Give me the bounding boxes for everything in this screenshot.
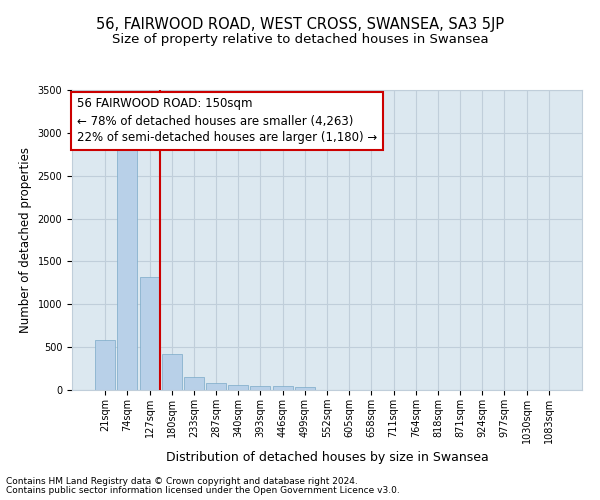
Text: 56, FAIRWOOD ROAD, WEST CROSS, SWANSEA, SA3 5JP: 56, FAIRWOOD ROAD, WEST CROSS, SWANSEA, … — [96, 18, 504, 32]
Bar — [162, 354, 182, 390]
Bar — [95, 340, 115, 390]
Bar — [140, 277, 160, 390]
Bar — [206, 383, 226, 390]
Text: Contains HM Land Registry data © Crown copyright and database right 2024.: Contains HM Land Registry data © Crown c… — [6, 477, 358, 486]
Bar — [250, 386, 271, 390]
Bar — [228, 386, 248, 390]
X-axis label: Distribution of detached houses by size in Swansea: Distribution of detached houses by size … — [166, 451, 488, 464]
Bar — [272, 386, 293, 390]
Bar — [118, 140, 137, 390]
Text: Size of property relative to detached houses in Swansea: Size of property relative to detached ho… — [112, 32, 488, 46]
Bar — [184, 376, 204, 390]
Bar — [295, 387, 315, 390]
Text: 56 FAIRWOOD ROAD: 150sqm
← 78% of detached houses are smaller (4,263)
22% of sem: 56 FAIRWOOD ROAD: 150sqm ← 78% of detach… — [77, 98, 377, 144]
Text: Contains public sector information licensed under the Open Government Licence v3: Contains public sector information licen… — [6, 486, 400, 495]
Y-axis label: Number of detached properties: Number of detached properties — [19, 147, 32, 333]
